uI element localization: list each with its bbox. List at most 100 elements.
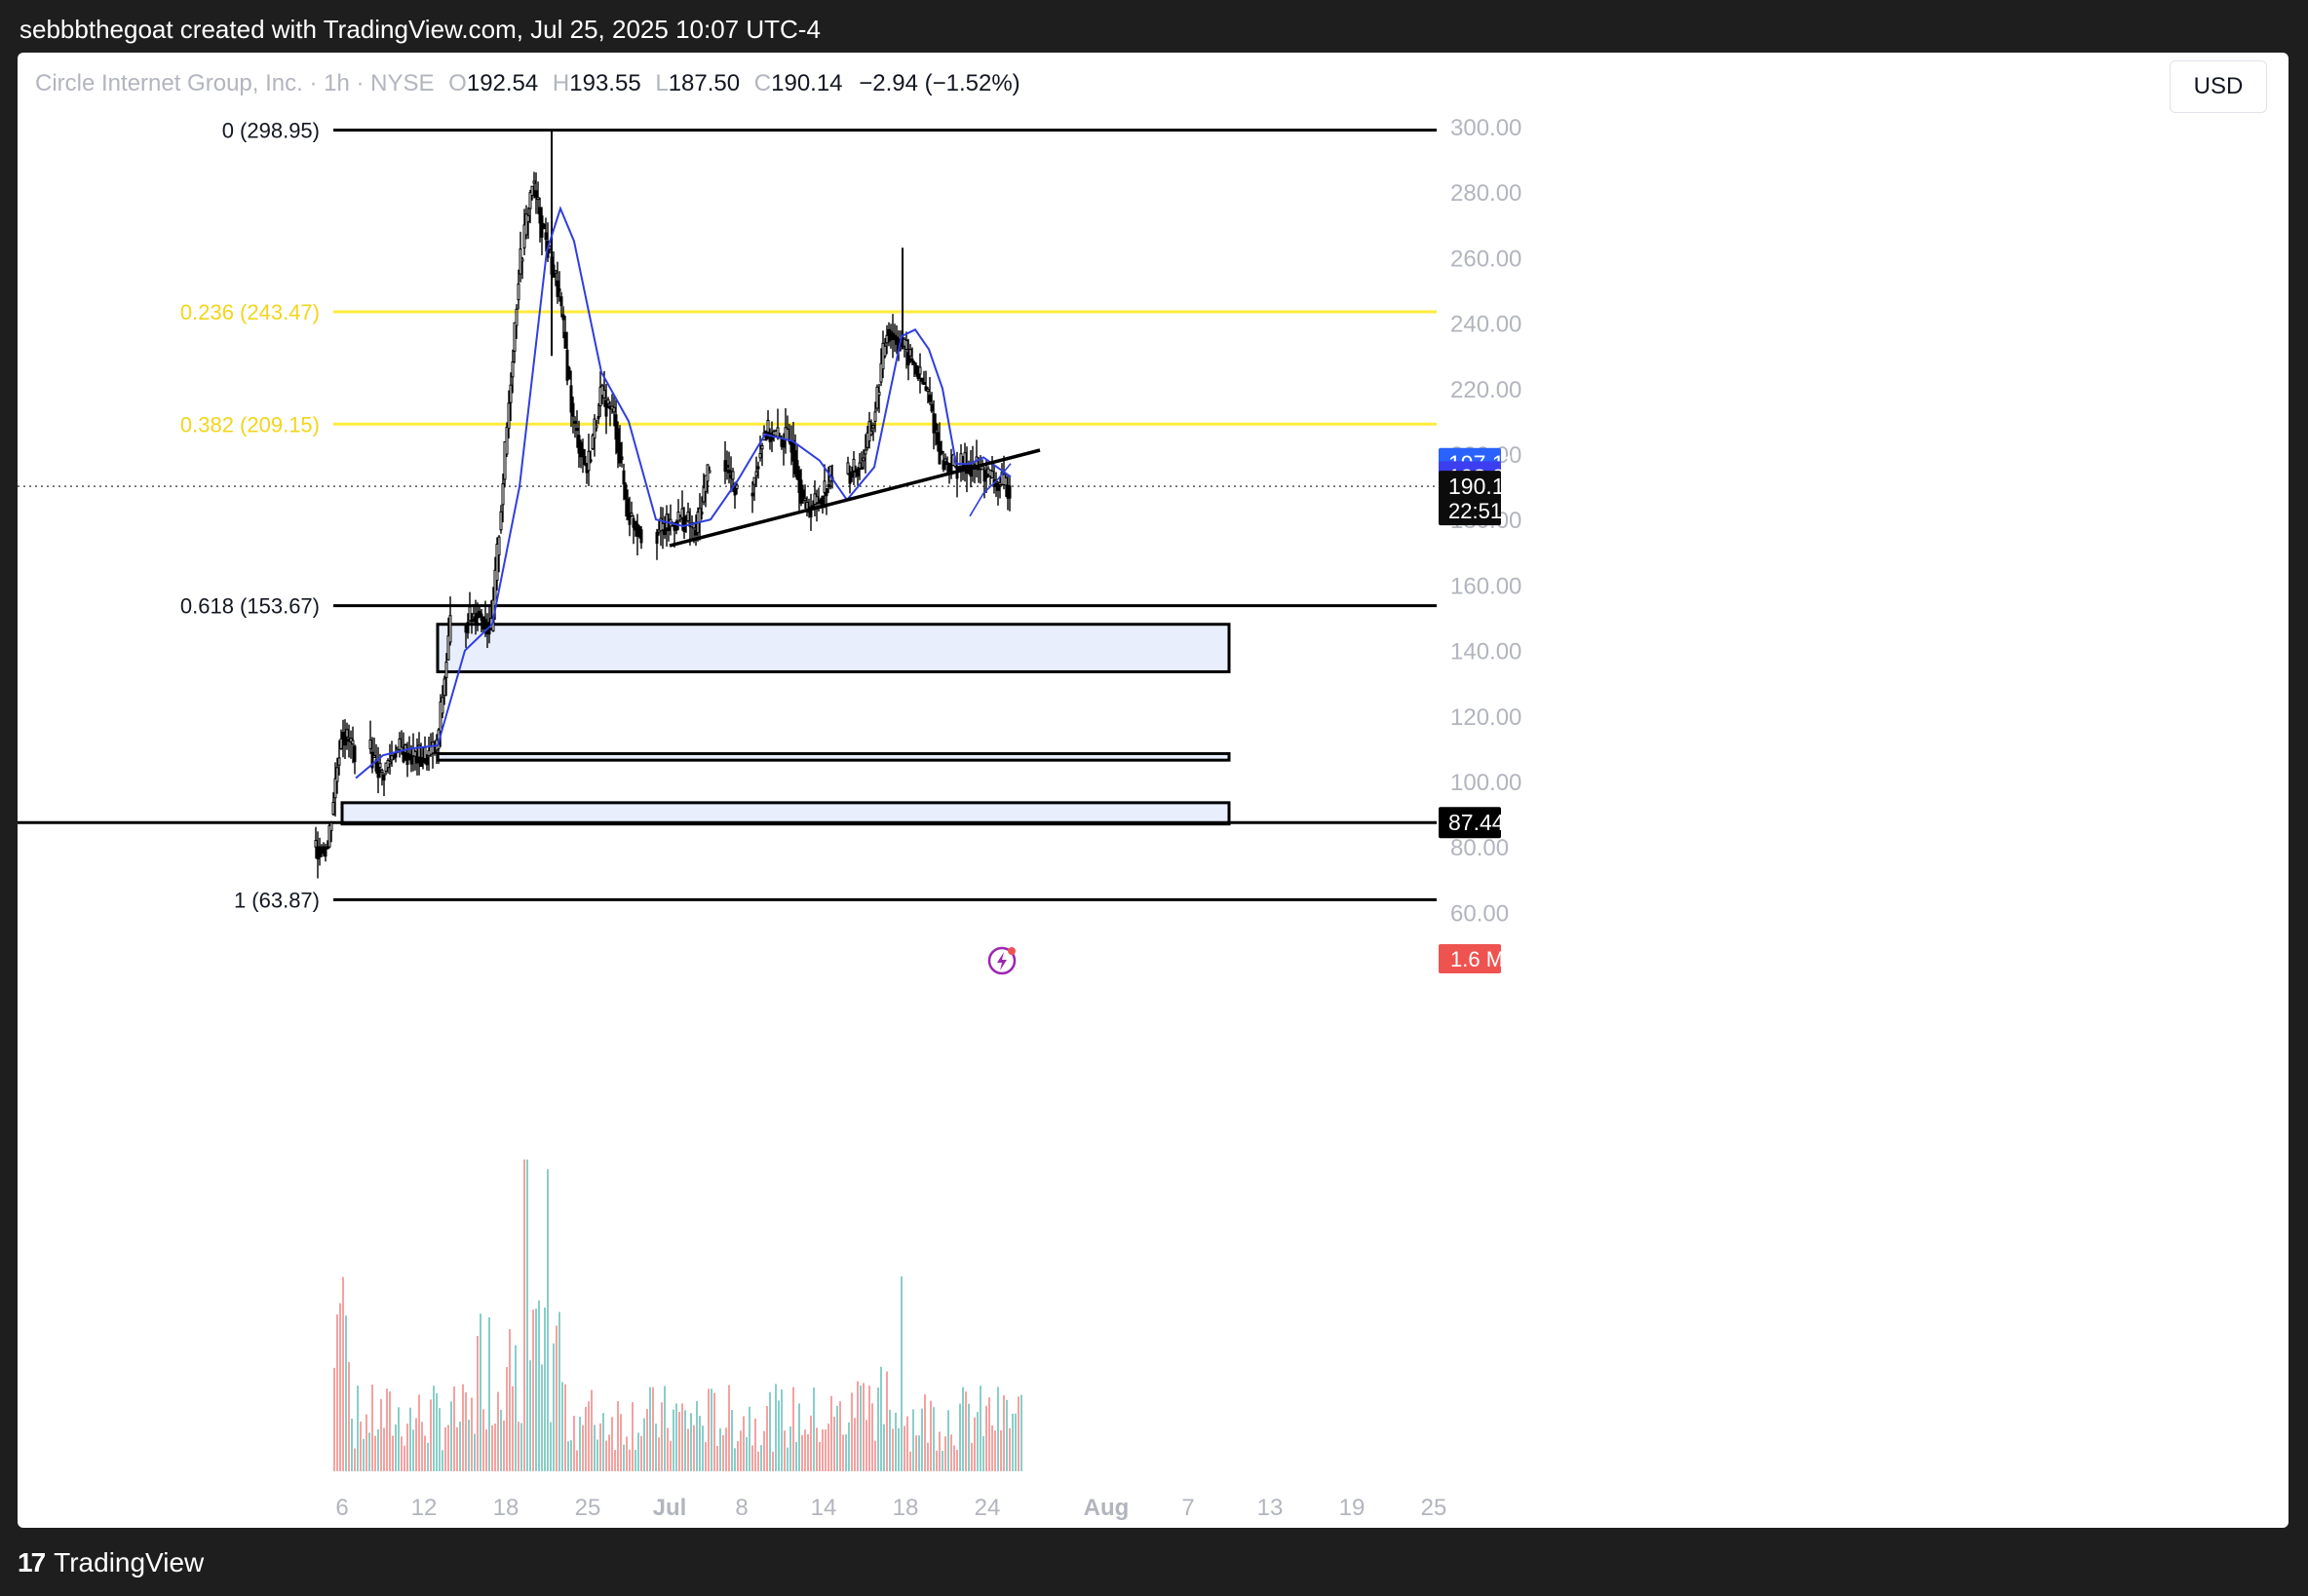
candle-body: [803, 497, 807, 501]
volume-bar: [526, 1159, 528, 1471]
candle-body: [667, 526, 671, 532]
candle-body: [569, 385, 573, 413]
candle-body: [704, 475, 708, 492]
candle-body: [596, 416, 600, 420]
candle-body: [969, 463, 973, 477]
volume-bar: [412, 1429, 414, 1471]
volume-bar: [772, 1451, 774, 1471]
candle-body: [351, 740, 355, 745]
candle-body: [942, 460, 945, 470]
volume-bar: [807, 1434, 809, 1471]
volume-bar: [977, 1412, 979, 1471]
close-label: C: [753, 70, 772, 96]
candle-body: [951, 454, 955, 467]
tradingview-logo[interactable]: 17 TradingView: [18, 1547, 204, 1578]
volume-bar: [444, 1426, 446, 1471]
currency-button[interactable]: USD: [2170, 60, 2267, 113]
volume-bar: [506, 1367, 508, 1471]
candle-body: [314, 840, 318, 848]
volume-bar: [550, 1422, 552, 1471]
volume-bar: [842, 1434, 844, 1471]
price-badge-last-countdown: 22:51: [1448, 499, 1502, 523]
volume-bar: [1018, 1396, 1019, 1471]
volume-bar: [819, 1441, 821, 1471]
volume-bar: [433, 1386, 435, 1471]
candle-body: [756, 466, 760, 470]
candle-body: [468, 606, 472, 622]
volume-bar: [959, 1403, 961, 1471]
volume-bar: [702, 1425, 704, 1471]
volume-bar: [427, 1442, 429, 1471]
volume-bar: [696, 1400, 698, 1471]
candle-body: [698, 508, 702, 523]
candle-body: [327, 824, 331, 848]
high-value: 193.55: [569, 70, 641, 96]
candle-body: [515, 308, 519, 326]
volume-bar: [904, 1425, 905, 1471]
volume-bar: [363, 1438, 365, 1471]
volume-bar: [962, 1387, 964, 1471]
candle-body: [663, 528, 667, 536]
candle-body: [858, 462, 862, 469]
volume-bar: [766, 1406, 768, 1471]
candle-body: [353, 745, 357, 763]
fib-level-label: 0.618 (153.67): [180, 594, 320, 619]
candle-body: [532, 180, 536, 184]
candle-body: [879, 362, 883, 383]
volume-bar: [401, 1436, 403, 1471]
candle-body: [528, 192, 532, 209]
candle-body: [503, 440, 507, 480]
volume-bar: [614, 1450, 616, 1471]
price-chart[interactable]: 300.00280.00260.00240.00220.00200.00180.…: [18, 53, 2289, 1528]
volume-bar: [825, 1429, 827, 1471]
volume-bar: [936, 1450, 938, 1471]
candle-body: [421, 757, 425, 764]
volume-bar: [351, 1418, 353, 1471]
candle-body: [821, 495, 825, 506]
volume-bar: [383, 1427, 385, 1471]
candle-body: [487, 625, 491, 635]
candle-body: [398, 738, 402, 750]
symbol-label[interactable]: Circle Internet Group, Inc. · 1h · NYSE: [35, 70, 435, 96]
chart-panel[interactable]: 300.00280.00260.00240.00220.00200.00180.…: [18, 53, 2289, 1528]
lightning-icon-ring: [987, 946, 1017, 975]
volume-bar: [921, 1408, 923, 1471]
volume-bar: [868, 1386, 870, 1471]
candle-body: [368, 739, 372, 749]
volume-bar: [655, 1424, 657, 1471]
candle-body: [750, 492, 754, 497]
volume-bar: [740, 1430, 742, 1471]
volume-bar: [871, 1403, 873, 1471]
y-tick-label: 60.00: [1450, 900, 1509, 927]
volume-bar: [377, 1428, 379, 1471]
volume-bar: [675, 1403, 677, 1471]
volume-bar: [558, 1311, 560, 1471]
candle-body: [388, 761, 392, 765]
candle-body: [558, 288, 561, 292]
open-label: O: [448, 70, 467, 96]
candle-body: [846, 462, 850, 475]
candle-body: [848, 472, 852, 484]
candle-body: [517, 284, 520, 301]
candle-body: [536, 197, 540, 201]
volume-bar: [380, 1398, 382, 1471]
volume-bar: [939, 1431, 941, 1471]
volume-bar: [500, 1409, 502, 1471]
volume-bar: [915, 1435, 917, 1471]
volume-bar: [1000, 1429, 1002, 1471]
y-tick-label: 80.00: [1450, 835, 1509, 861]
volume-bar: [956, 1449, 958, 1471]
candle-body: [786, 428, 789, 440]
volume-bar: [716, 1445, 718, 1471]
volume-bar: [713, 1392, 715, 1471]
volume-bar: [357, 1386, 359, 1471]
volume-bar: [892, 1428, 894, 1471]
fib-level-label: 0 (298.95): [222, 119, 320, 143]
volume-bar: [450, 1401, 452, 1471]
volume-bar: [953, 1445, 955, 1471]
volume-bar: [374, 1435, 376, 1471]
volume-bar: [784, 1430, 786, 1471]
candle-body: [618, 441, 622, 464]
candle-body: [725, 465, 729, 469]
tv-logo-icon: 17: [18, 1547, 46, 1577]
